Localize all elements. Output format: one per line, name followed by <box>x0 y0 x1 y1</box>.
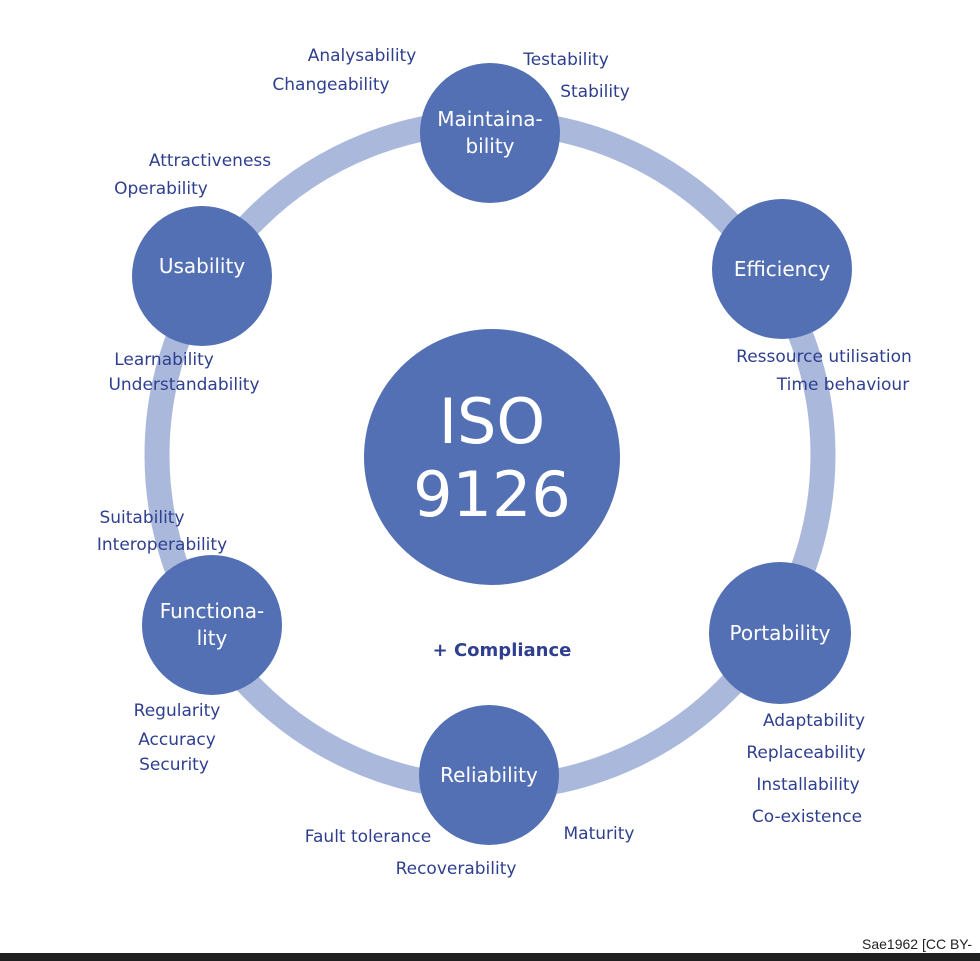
sub-interoperability: Interoperability <box>97 535 227 555</box>
sub-changeability: Changeability <box>272 75 389 95</box>
center-line2: 9126 <box>413 458 571 531</box>
sub-installability: Installability <box>756 775 859 795</box>
sub-fault-tolerance: Fault tolerance <box>305 827 431 847</box>
sub-attractiveness: Attractiveness <box>149 151 271 171</box>
usability-label: Usability <box>159 254 246 278</box>
reliability-node <box>419 705 559 845</box>
maintainability-node <box>420 63 560 203</box>
maintainability-label-line2: bility <box>465 134 514 158</box>
sub-recoverability: Recoverability <box>396 859 517 879</box>
sub-adaptability: Adaptability <box>763 711 865 731</box>
sub-analysability: Analysability <box>308 46 417 66</box>
portability-node <box>709 562 851 704</box>
sub-suitability: Suitability <box>99 508 184 528</box>
center-line1: ISO <box>439 385 545 458</box>
functionality-label-line2: lity <box>197 626 228 650</box>
sub-accuracy: Accuracy <box>138 730 216 750</box>
usability-node <box>132 206 272 346</box>
sub-time-behaviour: Time behaviour <box>776 375 909 395</box>
sub-learnability: Learnability <box>114 350 214 370</box>
sub-security: Security <box>139 755 209 775</box>
sub-replaceability: Replaceability <box>746 743 865 763</box>
sub-understandability: Understandability <box>108 375 259 395</box>
portability-label: Portability <box>730 621 831 645</box>
sub-testability: Testability <box>522 50 609 70</box>
sub-stability: Stability <box>560 82 630 102</box>
image-credit: Sae1962 [CC BY- <box>862 936 972 952</box>
maintainability-label-line1: Maintaina- <box>437 107 543 131</box>
center-circle <box>364 329 620 585</box>
sub-operability: Operability <box>114 179 208 199</box>
sub-regularity: Regularity <box>134 701 221 721</box>
reliability-label: Reliability <box>440 763 538 787</box>
efficiency-label: Efficiency <box>734 257 831 281</box>
sub-ressource-utilisation: Ressource utilisation <box>736 347 912 367</box>
functionality-label-line1: Functiona- <box>160 599 265 623</box>
sub-co-existence: Co-existence <box>752 807 862 827</box>
sub-maturity: Maturity <box>564 824 635 844</box>
functionality-node <box>142 555 282 695</box>
efficiency-node <box>712 199 852 339</box>
compliance-label: + Compliance <box>433 640 572 661</box>
bottom-bar <box>0 953 980 961</box>
